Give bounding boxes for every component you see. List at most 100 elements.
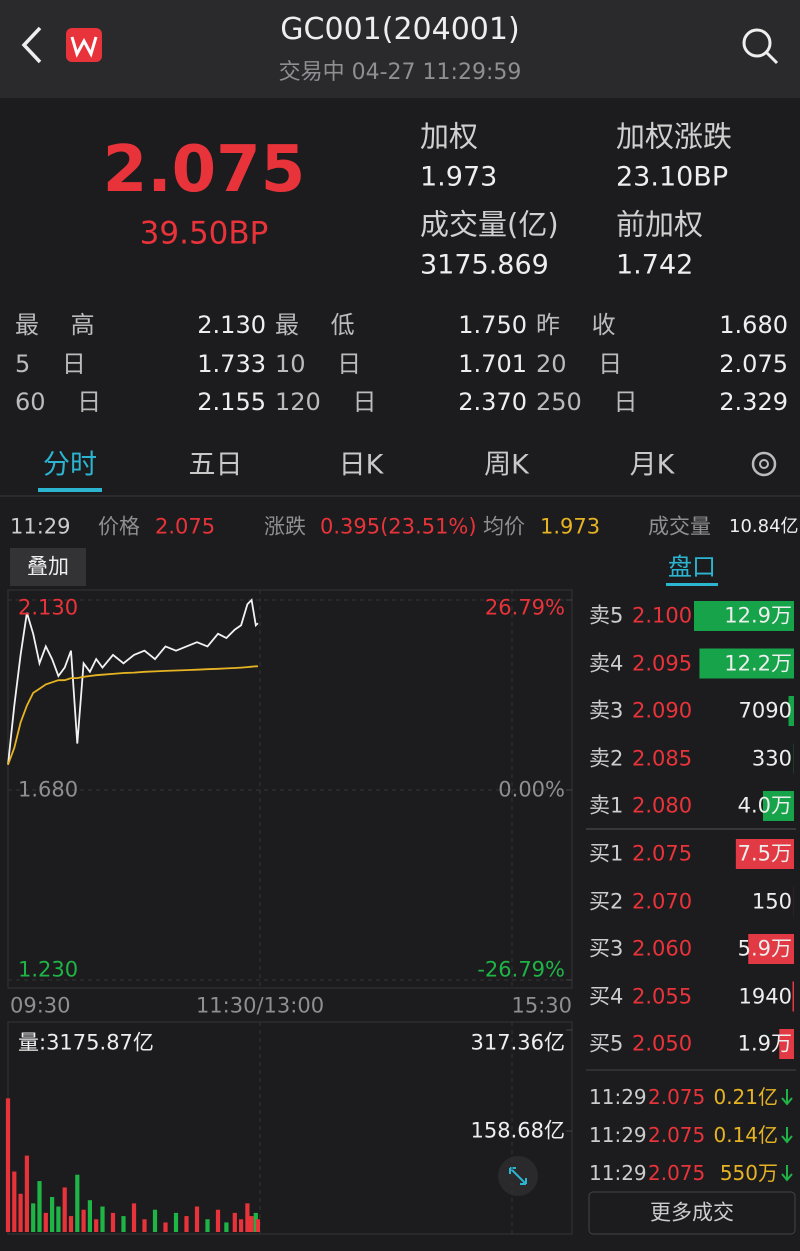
book-label: 买5: [589, 1031, 624, 1056]
volume-bar: [194, 1206, 200, 1232]
tab[interactable]: 五日: [188, 449, 243, 481]
stat-label: 加权: [420, 119, 479, 154]
stat-value: 1.742: [616, 249, 694, 281]
volume-bar: [68, 1216, 74, 1232]
book-price: 2.090: [632, 698, 693, 723]
volume-bar: [110, 1212, 116, 1232]
x-tick-label: 15:30: [511, 993, 572, 1018]
app-logo: [66, 28, 102, 62]
settings-button[interactable]: [751, 451, 777, 477]
info-price: 2.075: [155, 514, 216, 539]
trade-volume: 0.21亿: [713, 1085, 778, 1109]
summary-label: 10 日: [275, 349, 362, 378]
info-avg-label: 均价: [483, 514, 525, 539]
tab[interactable]: 分时: [43, 449, 97, 481]
ask-bar: [699, 648, 794, 679]
book-price: 2.060: [632, 936, 693, 961]
trade-direction: [781, 1089, 793, 1106]
stat-value: 3175.869: [420, 249, 549, 281]
volume-bar: [163, 1222, 168, 1232]
expand-icon: [509, 1167, 527, 1185]
book-price: 2.050: [632, 1031, 693, 1056]
last-price: 2.075: [102, 133, 306, 207]
book-volume: 12.9万: [724, 603, 792, 628]
book-price: 2.080: [632, 793, 693, 818]
volume-bar: [121, 1216, 126, 1232]
book-label: 买4: [589, 984, 624, 1008]
trade-volume: 550万: [719, 1161, 778, 1185]
trade-time: 11:29: [589, 1085, 647, 1109]
volume-tick-label: 158.68亿: [470, 1118, 565, 1143]
book-volume: 330: [751, 746, 792, 770]
volume-bar: [253, 1212, 258, 1232]
volume-bar: [12, 1171, 17, 1232]
volume-label: 量:3175.87亿: [18, 1030, 154, 1055]
volume-bar: [224, 1222, 229, 1232]
ask-bar: [762, 791, 794, 821]
tab[interactable]: 日K: [338, 449, 384, 481]
tab[interactable]: 周K: [484, 449, 529, 481]
ask-bar: [788, 696, 794, 726]
volume-bar: [131, 1203, 137, 1232]
book-label: 卖3: [589, 698, 624, 723]
overlay-button-bg[interactable]: [10, 548, 86, 586]
summary-value: 2.075: [719, 349, 788, 378]
trade-volume: 0.14亿: [713, 1123, 778, 1147]
info-price-label: 价格: [98, 514, 140, 539]
trade-price: 2.075: [648, 1123, 706, 1147]
summary-label: 5 日: [15, 349, 86, 378]
volume-bar: [215, 1209, 221, 1232]
book-volume: 7.5万: [737, 841, 792, 866]
stat-value: 23.10BP: [616, 161, 729, 193]
settings-icon: [759, 459, 769, 469]
book-volume: 1.9万: [737, 1031, 792, 1056]
volume-bar: [152, 1209, 158, 1232]
info-change-label: 涨跌: [264, 514, 306, 539]
summary-label: 最 高: [15, 311, 95, 339]
volume-bar: [245, 1203, 250, 1232]
info-volume-label: 成交量: [648, 514, 711, 539]
trade-direction: [781, 1165, 793, 1182]
bid-bar: [748, 934, 794, 964]
book-volume: 150: [751, 889, 792, 913]
book-volume: 4.0万: [737, 793, 792, 818]
more-trades-label[interactable]: 更多成交: [650, 1200, 734, 1225]
x-tick-label: 11:30/13:00: [195, 993, 325, 1018]
price-change: 39.50BP: [139, 215, 269, 252]
book-price: 2.095: [632, 651, 693, 675]
logo-mark: [70, 36, 98, 58]
trade-direction: [781, 1127, 793, 1144]
info-volume: 10.84亿: [729, 516, 799, 537]
header-bar: [0, 0, 800, 98]
summary-value: 2.329: [719, 388, 788, 416]
search-button[interactable]: [742, 28, 772, 58]
tab-indicator: [38, 488, 102, 492]
volume-bar: [173, 1212, 179, 1232]
search-handle: [765, 51, 779, 65]
back-button[interactable]: [21, 26, 42, 64]
trade-time: 11:29: [589, 1161, 647, 1185]
bid-bar: [792, 981, 794, 1012]
summary-value: 1.750: [458, 311, 527, 339]
volume-bar: [43, 1212, 48, 1232]
trade-price: 2.075: [648, 1085, 706, 1109]
volume-bar: [31, 1203, 36, 1232]
book-price: 2.085: [632, 746, 693, 770]
book-label: 买3: [589, 936, 624, 961]
book-tab[interactable]: 盘口: [668, 553, 716, 581]
book-volume: 5.9万: [737, 936, 792, 961]
volume-bar: [62, 1187, 67, 1232]
volume-bar: [24, 1155, 29, 1232]
book-volume: 12.2万: [724, 651, 792, 675]
tab[interactable]: 月K: [629, 449, 675, 481]
summary-value: 2.155: [197, 388, 266, 416]
book-label: 卖1: [589, 793, 624, 818]
volume-tick-label: 317.36亿: [470, 1030, 565, 1055]
volume-bar: [18, 1193, 23, 1232]
more-trades-button[interactable]: [588, 1191, 796, 1235]
overlay-button[interactable]: 叠加: [27, 554, 69, 579]
y2-tick-label: 0.00%: [498, 777, 565, 802]
stat-label: 前加权: [616, 207, 704, 242]
